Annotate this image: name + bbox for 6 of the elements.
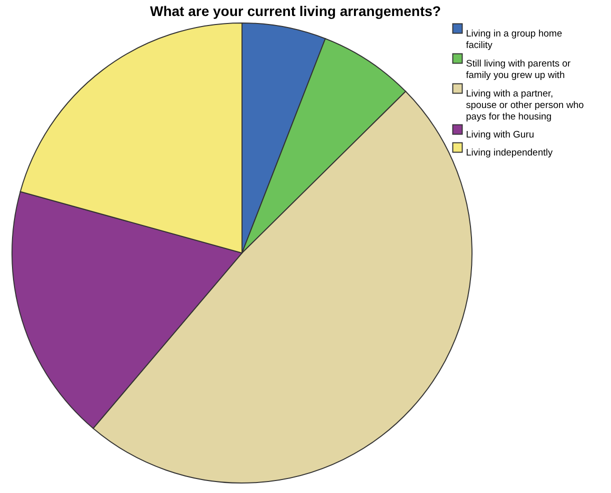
chart-title: What are your current living arrangements?: [150, 3, 441, 19]
legend-label: Living with a partner, spouse or other person who pays for the housing: [466, 88, 584, 122]
legend-label: Still living with parents or family you grew up with: [466, 58, 571, 81]
legend-label: Living in a group home facility: [466, 28, 562, 51]
legend-label: Living with Guru: [466, 130, 534, 140]
legend-label: Living independently: [466, 148, 553, 158]
